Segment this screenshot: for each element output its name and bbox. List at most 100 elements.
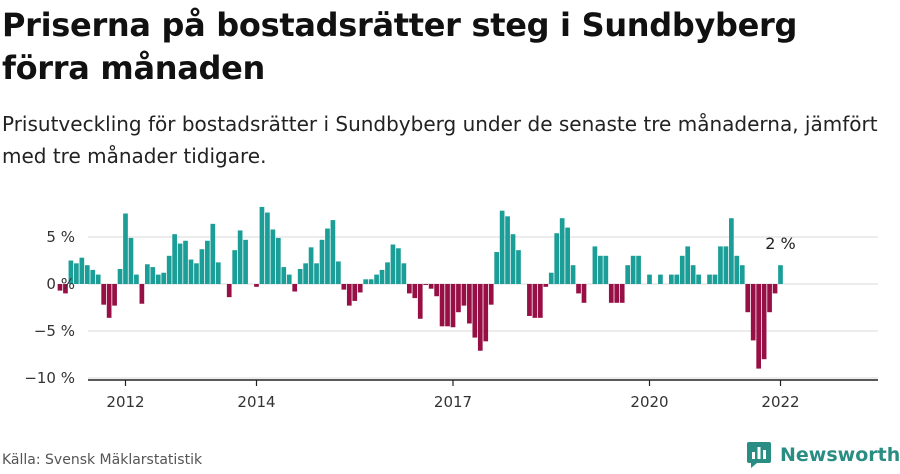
bar-negative [608,284,614,303]
bar-negative [254,284,259,287]
bar-positive [117,268,123,284]
bar-positive [559,218,565,284]
bar-positive [696,274,701,284]
bar-negative [445,284,450,327]
bar-negative [750,284,756,341]
bar-positive [84,265,90,284]
bar-positive [319,239,325,284]
bar-positive [330,220,336,284]
bar-positive [68,260,74,284]
bar-positive [308,247,314,284]
bar-positive [494,252,500,284]
bar-positive [314,263,319,284]
bar-positive [674,274,680,284]
bar-positive [265,212,270,284]
y-tick-label: 5 % [46,228,75,246]
bar-positive [79,257,85,284]
bar-positive [690,265,696,284]
brand-name: Newsworthy [780,444,900,466]
bar-positive [739,265,745,284]
bar-negative [341,284,347,290]
bar-negative [434,284,439,297]
bar-positive [516,250,521,284]
labels: 5 % 0 % −5 % −10 % 2012 2014 2017 2020 2022 2 % [24,228,799,411]
bar-positive [243,239,248,284]
bar-positive [303,263,308,284]
bar-positive [177,243,183,284]
bar-negative [106,284,112,318]
bar-negative [488,284,494,305]
chart-subtitle: Prisutveckling för bostadsrätter i Sundb… [2,112,878,168]
bar-negative [292,284,298,292]
bar-positive [144,264,150,284]
bar-positive [385,262,390,284]
bar-positive [161,272,167,284]
bar-positive [325,228,330,284]
bar-positive [598,255,603,284]
bar-positive [183,240,188,284]
bar-positive [499,210,505,284]
bar-negative [614,284,620,303]
bar-positive [134,274,139,284]
bar-positive [95,274,101,284]
bar-positive [396,248,401,284]
bar-positive [150,267,156,284]
bar-positive [570,265,576,284]
bar-positive [548,272,554,284]
bar-negative [357,284,363,293]
brand-logo[interactable]: Newsworthy [746,441,900,469]
bar-negative [412,284,418,299]
bar-positive [237,230,243,284]
bar-positive [210,223,216,284]
bar-positive [712,274,718,284]
bar-negative [527,284,532,316]
bar-negative [543,284,549,287]
bar-negative [352,284,358,301]
bar-positive [215,262,221,284]
bar-positive [194,263,199,284]
bar-positive [259,206,265,284]
bar-positive [778,265,783,284]
bar-positive [718,246,723,284]
bar-negative [112,284,117,306]
bar-positive [630,255,636,284]
bar-negative [406,284,412,294]
bar-positive [368,279,374,284]
bar-negative [767,284,772,313]
bar-positive [679,255,685,284]
axes [88,379,878,386]
bar-positive [565,227,570,284]
bar-negative [772,284,778,294]
bar-positive [74,263,79,284]
bar-negative [101,284,107,305]
bar-negative [756,284,762,369]
bar-positive [172,234,177,284]
bar-negative [483,284,489,342]
bar-positive [123,213,128,284]
bar-positive [379,269,385,284]
bar-negative [472,284,478,338]
bar-positive [668,274,674,284]
bar-positive [729,218,734,284]
bar-negative [428,284,434,289]
bar-positive [270,229,276,284]
bar-positive [625,265,631,284]
bar-positive [205,240,210,284]
y-tick-label: 0 % [46,275,75,293]
bar-negative [461,284,467,306]
bar-positive [734,255,740,284]
bar-negative [456,284,461,313]
bar-positive [155,274,161,284]
bar-positive [166,255,172,284]
bar-positive [401,263,407,284]
bar-negative [477,284,483,351]
x-tick-label: 2014 [237,393,275,411]
bar-positive [685,246,691,284]
bar-positive [636,255,641,284]
y-tick-label: −5 % [34,322,75,340]
bar-negative [619,284,625,303]
bar-negative [761,284,767,360]
bar-negative [532,284,538,318]
bar-positive [592,246,598,284]
bar-positive [286,274,292,284]
